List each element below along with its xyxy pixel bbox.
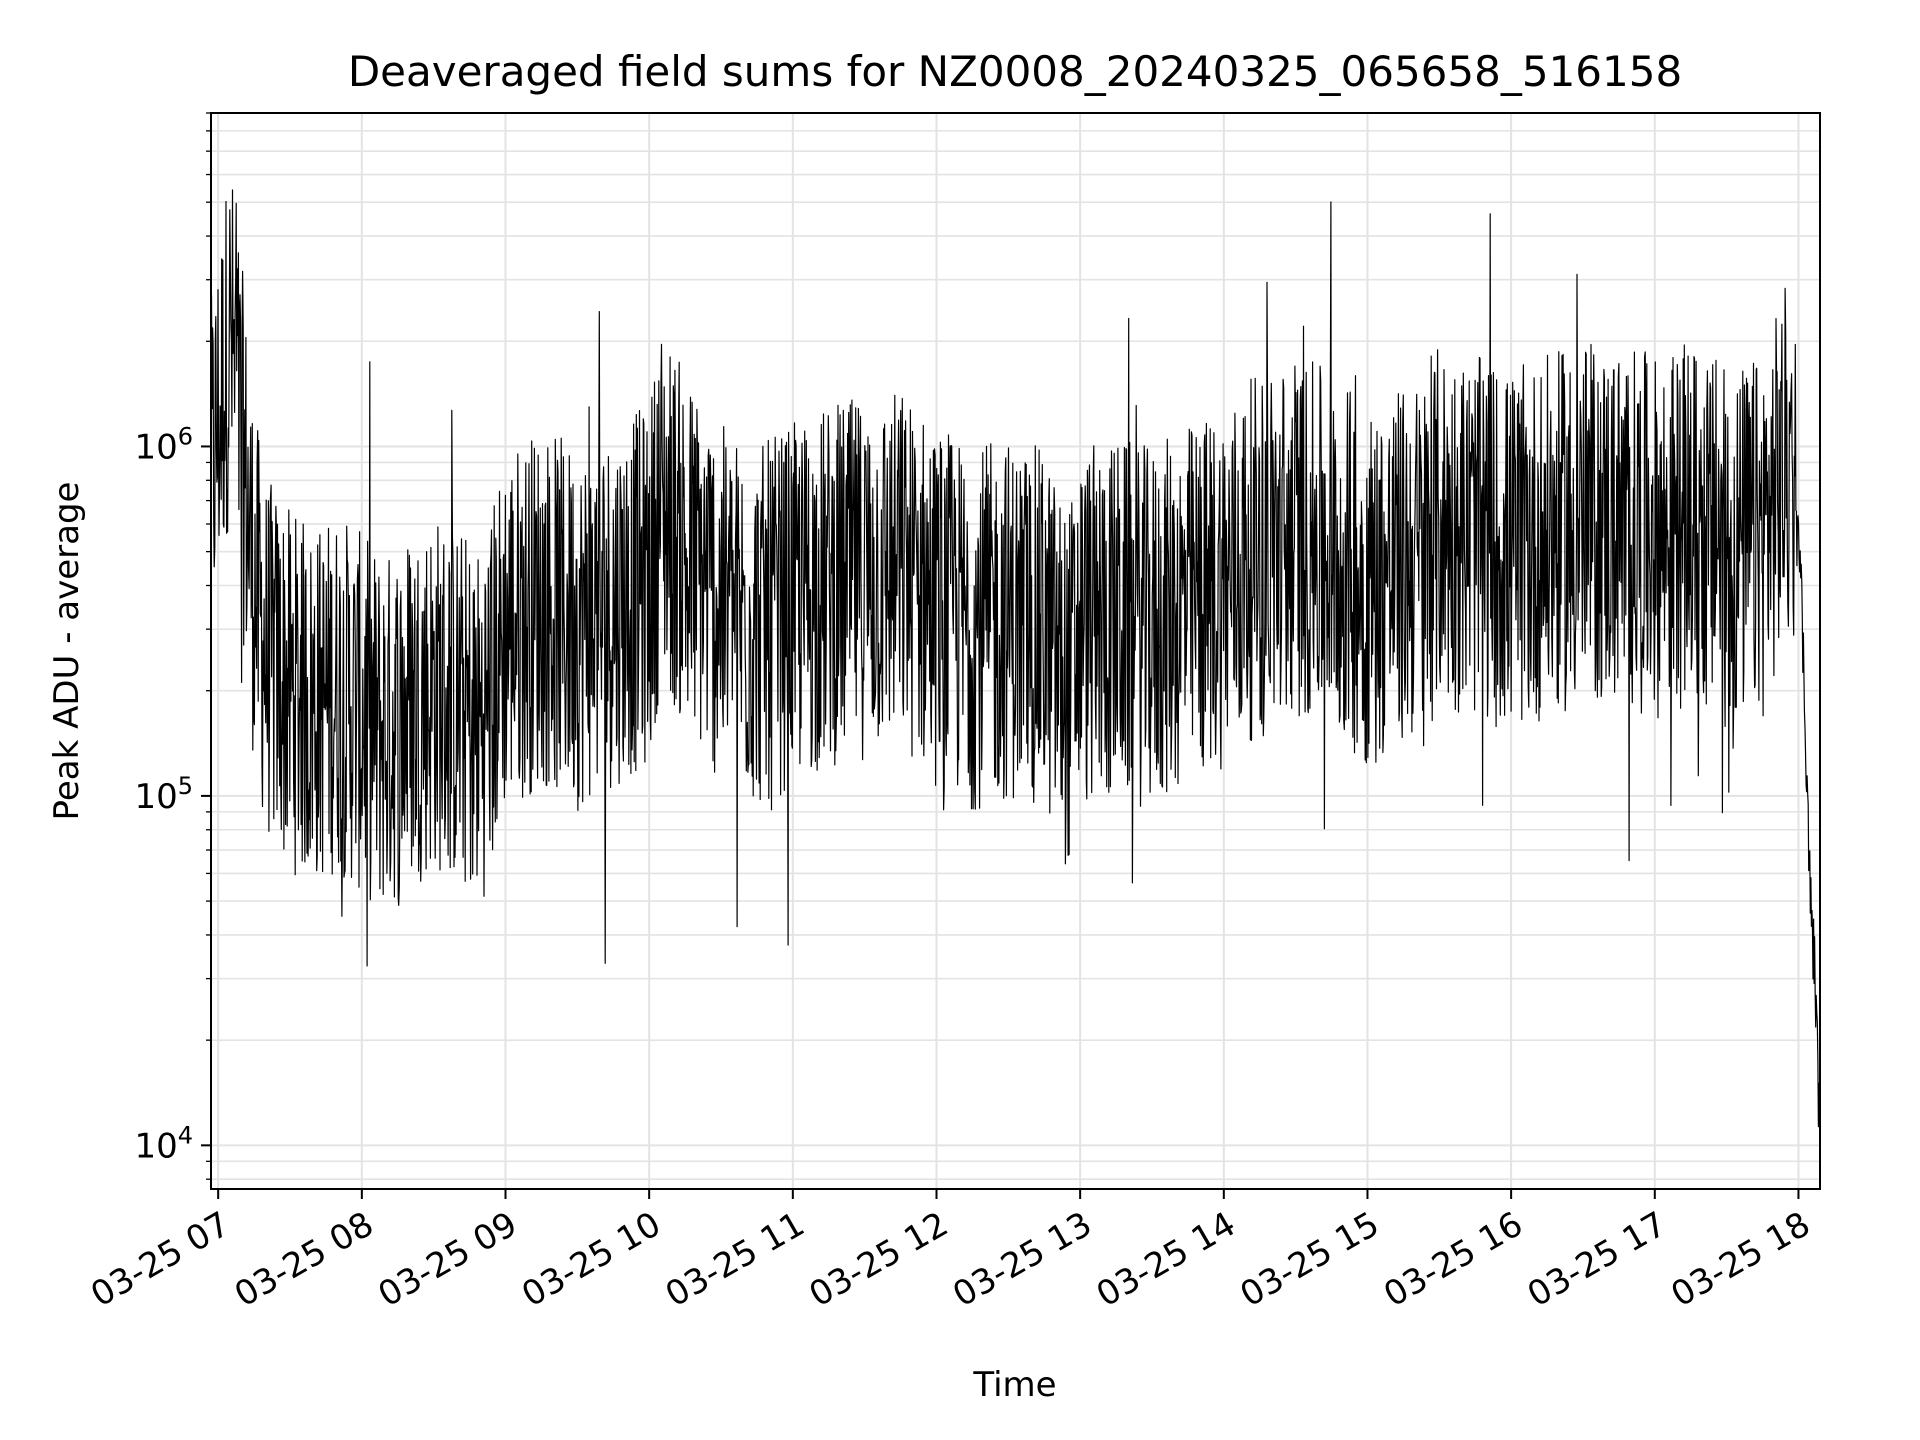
y-tick-label: 104 [134, 1121, 193, 1166]
grid-layer [211, 112, 1820, 1189]
series-line [210, 189, 1821, 1178]
y-tick-label: 106 [134, 422, 193, 467]
x-axis-label: Time [972, 1365, 1056, 1405]
series-layer [210, 189, 1821, 1178]
y-axis-label: Peak ADU - average [47, 482, 87, 821]
y-axis: 104 105 106 [134, 112, 211, 1180]
y-tick-label: 105 [134, 772, 193, 817]
plot-frame [210, 112, 1821, 1190]
chart-title: Deaveraged field sums for NZ0008_2024032… [348, 47, 1682, 96]
